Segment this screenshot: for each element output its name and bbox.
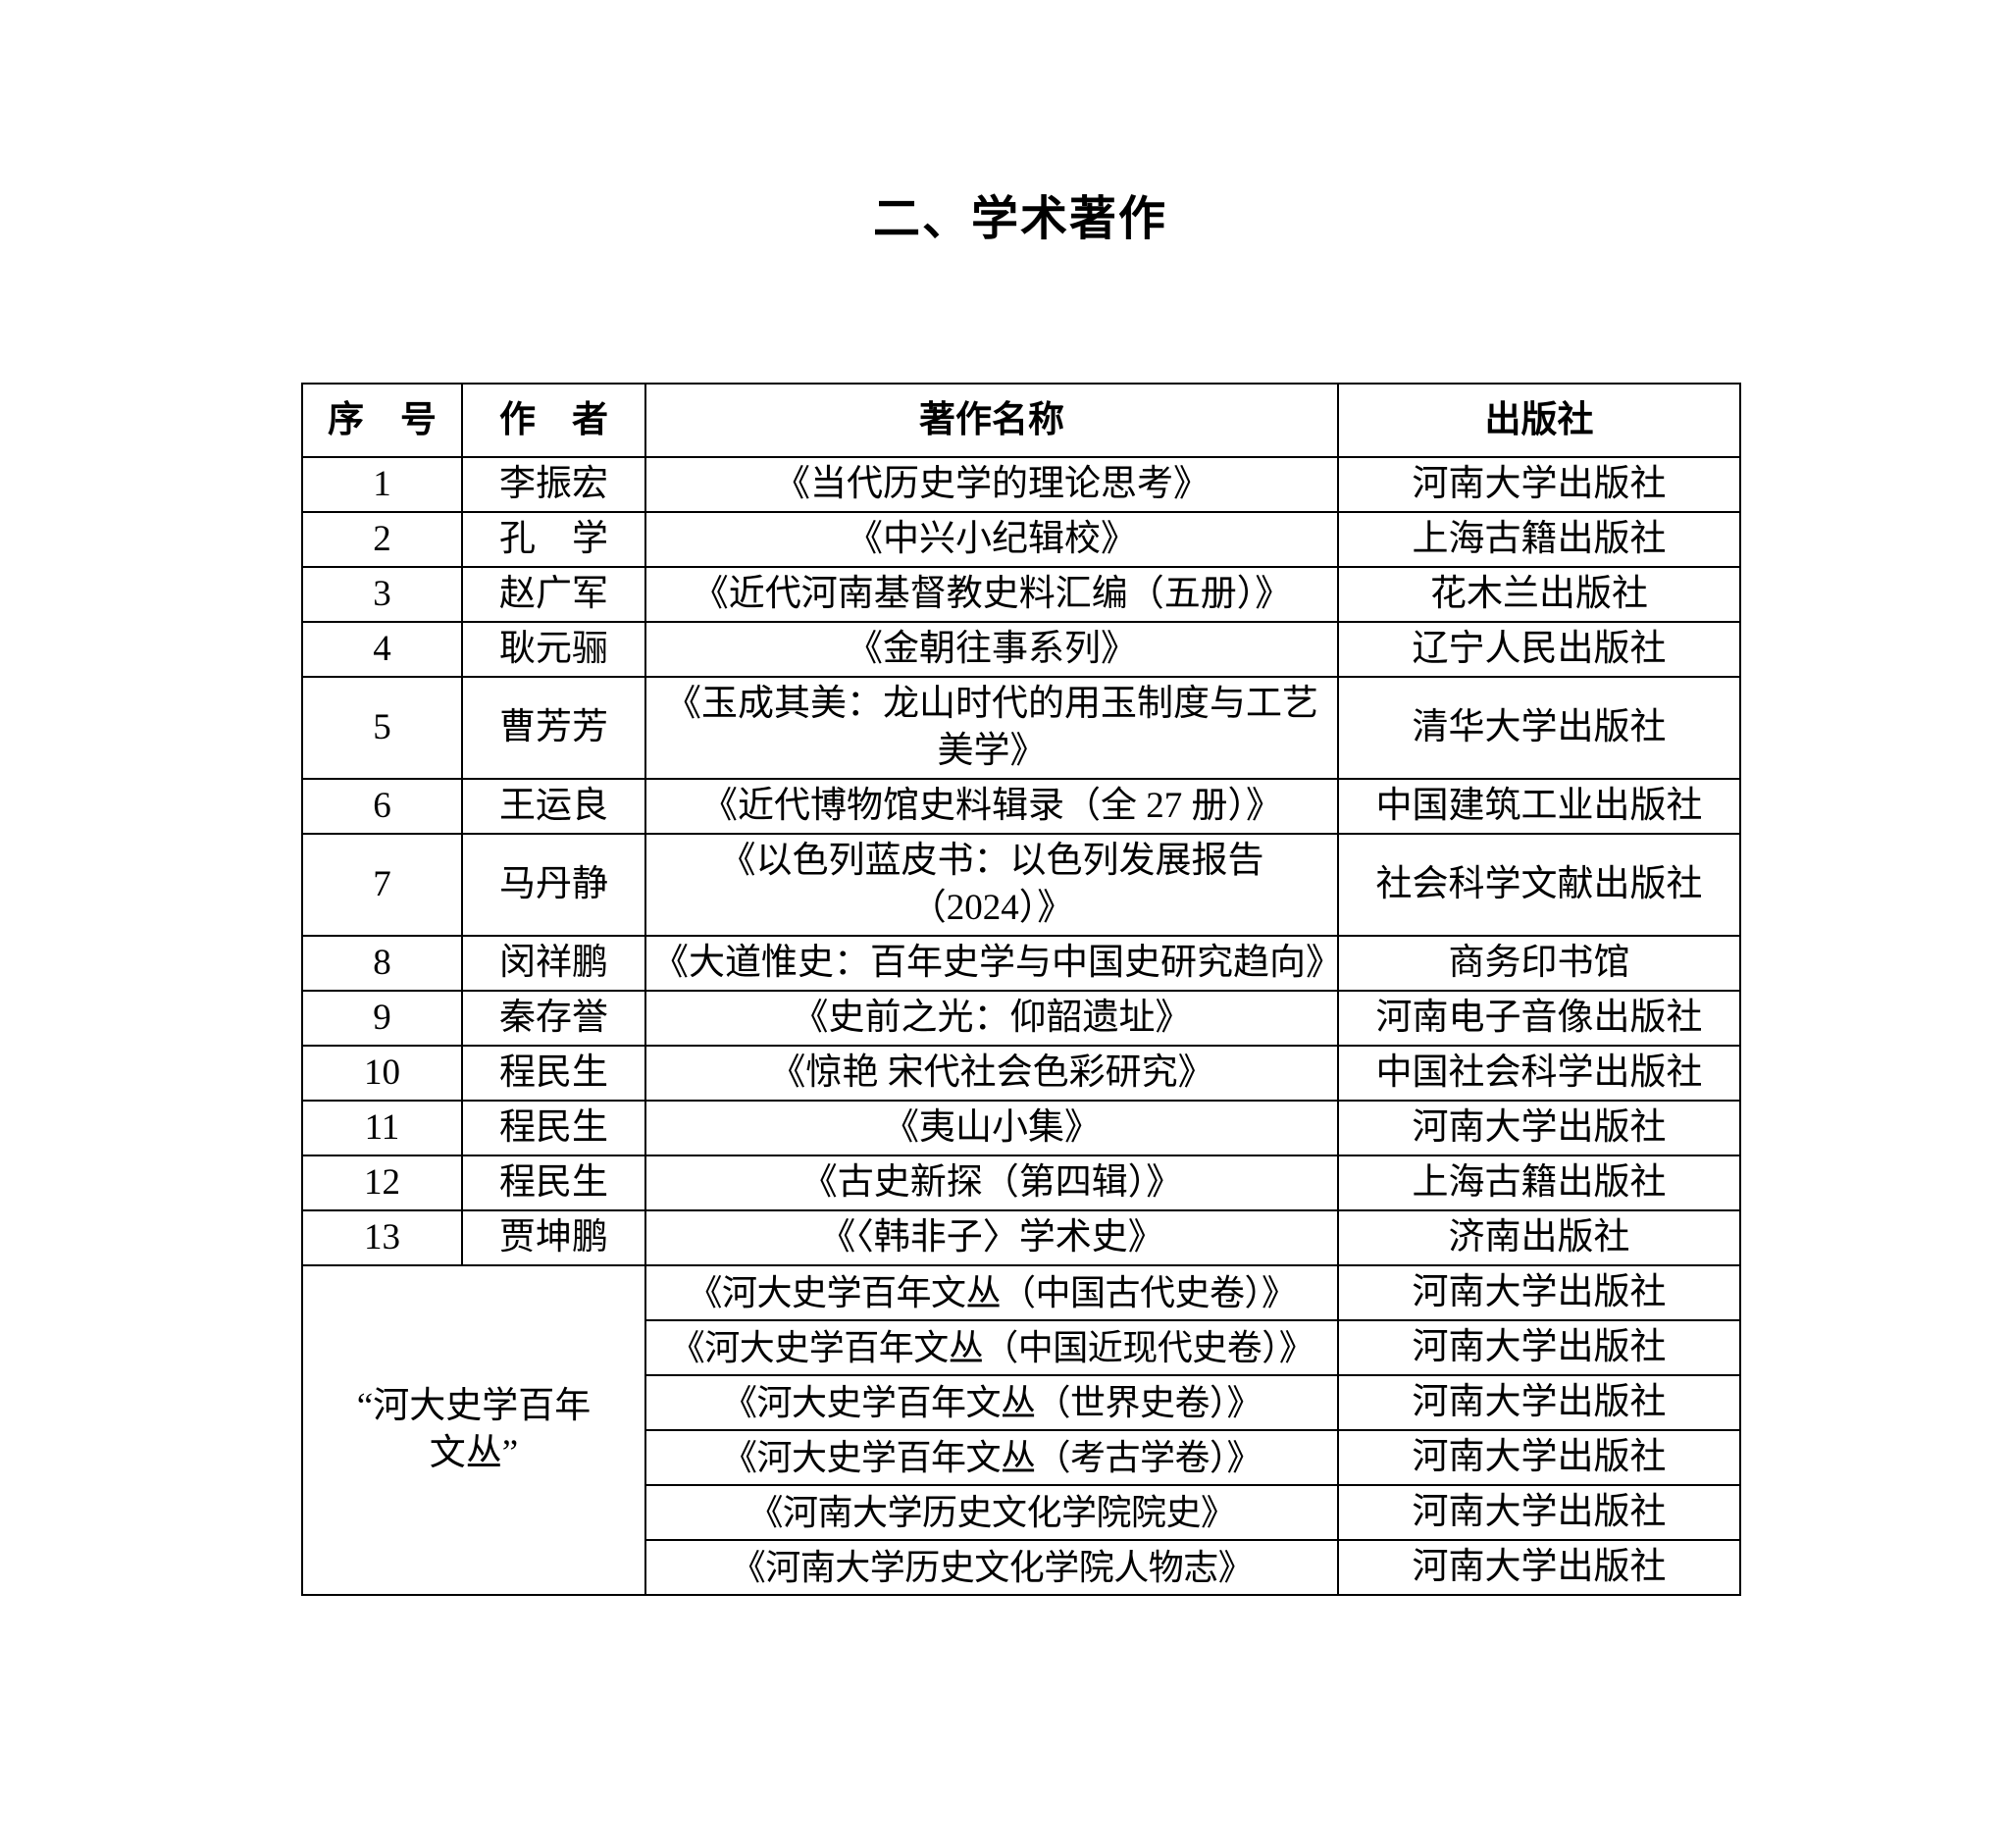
publisher-cell: 河南大学出版社 [1337, 1374, 1741, 1431]
index-cell: 8 [301, 935, 463, 992]
author-cell: 耿元骊 [461, 621, 646, 678]
work-title-cell: 《夷山小集》 [644, 1100, 1339, 1156]
table-row: 《河南大学历史文化学院院史》 河南大学出版社 [302, 1484, 1741, 1541]
index-cell: 10 [301, 1045, 463, 1102]
work-title-cell: 《近代河南基督教史料汇编（五册）》 [644, 566, 1339, 623]
table-row: 13 贾坤鹏 《〈韩非子〉学术史》 济南出版社 [301, 1209, 1741, 1266]
publisher-cell: 河南大学出版社 [1337, 1484, 1741, 1541]
header-index: 序 号 [301, 383, 463, 458]
work-title-cell: 《河大史学百年文丛（中国古代史卷）》 [644, 1264, 1339, 1321]
table-row: 《河大史学百年文丛（考古学卷）》 河南大学出版社 [302, 1429, 1741, 1486]
index-cell: 13 [301, 1209, 463, 1266]
index-cell: 11 [301, 1100, 463, 1156]
work-title-cell: 《近代博物馆史料辑录（全 27 册）》 [644, 778, 1339, 835]
publisher-cell: 河南大学出版社 [1337, 1429, 1741, 1486]
header-work-title: 著作名称 [644, 383, 1339, 458]
table-row: 4 耿元骊 《金朝往事系列》 辽宁人民出版社 [301, 621, 1741, 678]
table-row: 1 李振宏 《当代历史学的理论思考》 河南大学出版社 [301, 456, 1741, 513]
author-cell: 赵广军 [461, 566, 646, 623]
work-title-cell: 《大道惟史：百年史学与中国史研究趋向》 [644, 935, 1339, 992]
table-row: “河大史学百年 文丛” 《河大史学百年文丛（中国古代史卷）》 河南大学出版社 [301, 1264, 1741, 1596]
publisher-cell: 河南大学出版社 [1337, 456, 1741, 513]
work-title-cell: 《当代历史学的理论思考》 [644, 456, 1339, 513]
header-author: 作 者 [461, 383, 646, 458]
publisher-cell: 济南出版社 [1337, 1209, 1741, 1266]
publisher-cell: 河南大学出版社 [1337, 1539, 1741, 1596]
table-header-row: 序 号 作 者 著作名称 出版社 [301, 383, 1741, 458]
table-row: 9 秦存誉 《史前之光：仰韶遗址》 河南电子音像出版社 [301, 990, 1741, 1047]
work-title-cell: 《河大史学百年文丛（世界史卷）》 [644, 1374, 1339, 1431]
author-cell: 程民生 [461, 1100, 646, 1156]
table-row: 5 曹芳芳 《玉成其美：龙山时代的用玉制度与工艺美学》 清华大学出版社 [301, 676, 1741, 780]
author-cell: 闵祥鹏 [461, 935, 646, 992]
publisher-cell: 河南大学出版社 [1337, 1264, 1741, 1321]
publisher-cell: 中国建筑工业出版社 [1337, 778, 1741, 835]
index-cell: 5 [301, 676, 463, 780]
index-cell: 3 [301, 566, 463, 623]
author-cell: 程民生 [461, 1155, 646, 1211]
index-cell: 6 [301, 778, 463, 835]
table-row: 10 程民生 《惊艳 宋代社会色彩研究》 中国社会科学出版社 [301, 1045, 1741, 1102]
table-row: 7 马丹静 《以色列蓝皮书：以色列发展报告（2024）》 社会科学文献出版社 [301, 833, 1741, 937]
table-row: 12 程民生 《古史新探（第四辑）》 上海古籍出版社 [301, 1155, 1741, 1211]
table-row: 6 王运良 《近代博物馆史料辑录（全 27 册）》 中国建筑工业出版社 [301, 778, 1741, 835]
page-title: 二、学术著作 [872, 193, 1167, 245]
author-cell: 马丹静 [461, 833, 646, 937]
publisher-cell: 清华大学出版社 [1337, 676, 1741, 780]
index-cell: 1 [301, 456, 463, 513]
index-cell: 2 [301, 511, 463, 568]
index-cell: 12 [301, 1155, 463, 1211]
author-cell: 程民生 [461, 1045, 646, 1102]
index-cell: 7 [301, 833, 463, 937]
work-title-cell: 《河大史学百年文丛（中国近现代史卷）》 [644, 1319, 1339, 1376]
work-title-cell: 《河南大学历史文化学院院史》 [644, 1484, 1339, 1541]
work-title-cell: 《〈韩非子〉学术史》 [644, 1209, 1339, 1266]
work-title-cell: 《惊艳 宋代社会色彩研究》 [644, 1045, 1339, 1102]
table-row: 3 赵广军 《近代河南基督教史料汇编（五册）》 花木兰出版社 [301, 566, 1741, 623]
author-cell: 王运良 [461, 778, 646, 835]
group-label-cell: “河大史学百年 文丛” [301, 1264, 646, 1596]
work-title-cell: 《古史新探（第四辑）》 [644, 1155, 1339, 1211]
table-row: 《河大史学百年文丛（中国近现代史卷）》 河南大学出版社 [302, 1319, 1741, 1376]
table-row: 2 孔 学 《中兴小纪辑校》 上海古籍出版社 [301, 511, 1741, 568]
publisher-cell: 商务印书馆 [1337, 935, 1741, 992]
publisher-cell: 上海古籍出版社 [1337, 1155, 1741, 1211]
publisher-cell: 辽宁人民出版社 [1337, 621, 1741, 678]
author-cell: 李振宏 [461, 456, 646, 513]
work-title-cell: 《玉成其美：龙山时代的用玉制度与工艺美学》 [644, 676, 1339, 780]
header-publisher: 出版社 [1337, 383, 1741, 458]
author-cell: 秦存誉 [461, 990, 646, 1047]
publisher-cell: 河南大学出版社 [1337, 1319, 1741, 1376]
work-title-cell: 《以色列蓝皮书：以色列发展报告（2024）》 [644, 833, 1339, 937]
work-title-cell: 《金朝往事系列》 [644, 621, 1339, 678]
work-title-cell: 《河大史学百年文丛（考古学卷）》 [644, 1429, 1339, 1486]
publisher-cell: 花木兰出版社 [1337, 566, 1741, 623]
author-cell: 贾坤鹏 [461, 1209, 646, 1266]
work-title-cell: 《河南大学历史文化学院人物志》 [644, 1539, 1339, 1596]
table-row: 《河大史学百年文丛（世界史卷）》 河南大学出版社 [302, 1374, 1741, 1431]
table-row: 11 程民生 《夷山小集》 河南大学出版社 [301, 1100, 1741, 1156]
table-row: 8 闵祥鹏 《大道惟史：百年史学与中国史研究趋向》 商务印书馆 [301, 935, 1741, 992]
publisher-cell: 社会科学文献出版社 [1337, 833, 1741, 937]
publisher-cell: 河南大学出版社 [1337, 1100, 1741, 1156]
index-cell: 4 [301, 621, 463, 678]
publisher-cell: 中国社会科学出版社 [1337, 1045, 1741, 1102]
publisher-cell: 河南电子音像出版社 [1337, 990, 1741, 1047]
author-cell: 孔 学 [461, 511, 646, 568]
work-title-cell: 《史前之光：仰韶遗址》 [644, 990, 1339, 1047]
table-row: 《河南大学历史文化学院人物志》 河南大学出版社 [302, 1539, 1741, 1596]
index-cell: 9 [301, 990, 463, 1047]
work-title-cell: 《中兴小纪辑校》 [644, 511, 1339, 568]
author-cell: 曹芳芳 [461, 676, 646, 780]
works-table: 序 号 作 者 著作名称 出版社 1 李振宏 《当代历史学的理论思考》 河南大学… [301, 383, 1741, 1596]
publisher-cell: 上海古籍出版社 [1337, 511, 1741, 568]
